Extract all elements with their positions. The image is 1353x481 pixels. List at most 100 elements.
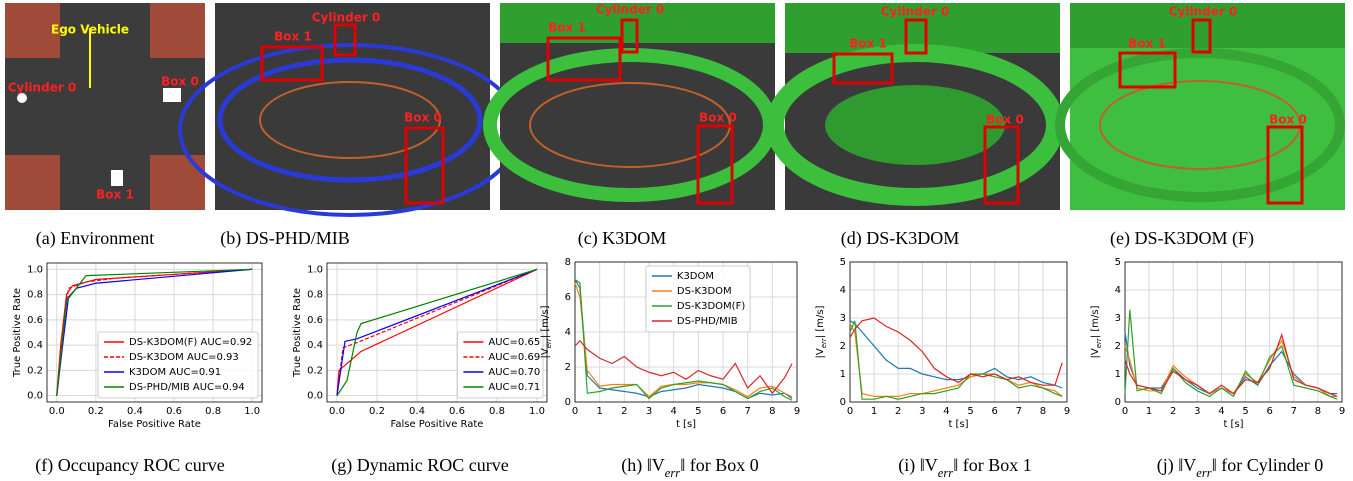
x-tick-label: 3 [646,406,652,417]
x-tick-label: 0 [1122,406,1128,417]
legend-label: DS-PHD/MIB [677,316,738,327]
caption: (f) Occupancy ROC curve [35,455,224,476]
x-tick-label: 2 [621,406,627,417]
caption: ‖ for Cylinder 0 [1212,455,1324,475]
y-tick-label: 4 [565,327,571,338]
x-tick-label: 8 [1315,406,1321,417]
y-tick-label: 2 [565,362,571,373]
legend-label: AUC=0.70 [488,367,540,378]
image-label: Cylinder 0 [1169,5,1238,19]
x-tick-label: 1.0 [529,406,545,417]
x-tick-label: 7 [744,406,750,417]
y-tick-label: 0.2 [27,365,43,376]
caption: (i) ‖V [898,455,938,476]
image-label: Box 0 [986,113,1024,127]
y-axis-label: |V [540,348,551,358]
x-tick-label: 0 [847,406,853,417]
caption: ‖ for Box 1 [953,455,1032,475]
y-axis-label: |V [815,348,826,358]
x-tick-label: 5 [695,406,701,417]
x-tick-label: 6 [1266,406,1272,417]
x-tick-label: 0.2 [369,406,385,417]
y-tick-label: 0.4 [307,340,323,351]
x-tick-label: 0.0 [49,406,65,417]
y-tick-label: 0.4 [27,340,43,351]
plot-frame [850,262,1067,402]
caption: (i) ‖Verr‖ for Box 1 [898,455,1032,480]
y-tick-label: 1 [1115,369,1121,380]
x-tick-label: 2 [1170,406,1176,417]
y-tick-label: 3 [1115,313,1121,324]
y-tick-label: 0.6 [27,315,43,326]
y-axis-label: True Positive Rate [292,288,303,378]
x-tick-label: 0.0 [329,406,345,417]
legend-label: AUC=0.71 [488,382,540,393]
x-tick-label: 0 [572,406,578,417]
k3dom-image: Box 1 Cylinder 0 Box 0 [490,3,775,211]
y-tick-label: 1 [840,369,846,380]
y-axis-label: |Verr| [m/s] [540,305,553,358]
environment-image: Ego Vehicle Box 0 Cylinder 0 Box 1 [5,3,205,210]
y-tick-label: 0 [840,397,846,408]
y-axis-label: |V [1090,348,1101,358]
x-tick-label: 9 [1064,406,1070,417]
legend-label: AUC=0.69 [488,352,540,363]
y-tick-label: 5 [1115,257,1121,268]
y-tick-label: 2 [1115,341,1121,352]
image-label: Box 1 [548,21,586,35]
caption: (g) Dynamic ROC curve [331,455,508,476]
x-tick-label: 7 [1016,406,1022,417]
caption: (b) DS-PHD/MIB [220,228,350,249]
dsk3dom-f-image: Box 1 Cylinder 0 Box 0 [1060,3,1345,210]
legend-label: AUC=0.65 [488,337,540,348]
caption: err [1196,466,1211,480]
x-tick-label: 4 [1218,406,1224,417]
y-axis-label: |Verr| [m/s] [1090,305,1103,358]
x-tick-label: 0.6 [166,406,182,417]
image-label: Box 0 [699,111,737,125]
caption: err [665,466,680,480]
series-line [850,321,1062,399]
x-tick-label: 9 [1339,406,1345,417]
y-axis-label: | [m/s] [815,305,826,338]
caption: (j) ‖Verr‖ for Cylinder 0 [1157,455,1324,480]
image-label: Box 1 [96,188,134,202]
y-axis-label: True Positive Rate [12,288,23,378]
caption: (h) ‖Verr‖ for Box 0 [621,455,759,480]
x-tick-label: 0.8 [489,406,505,417]
y-tick-label: 0.0 [27,391,43,402]
series-line [850,321,1062,388]
caption: (e) DS-K3DOM (F) [1110,228,1254,249]
y-tick-label: 0.6 [307,315,323,326]
x-tick-label: 1.0 [244,406,260,417]
x-axis-label: t [s] [676,419,696,430]
figure: Ego Vehicle Box 0 Cylinder 0 Box 1 Box 1… [0,0,1353,481]
image-label: Box 1 [849,37,887,51]
x-tick-label: 8 [1040,406,1046,417]
x-tick-label: 1 [1146,406,1152,417]
x-tick-label: 8 [769,406,775,417]
y-tick-label: 0.8 [27,290,43,301]
x-tick-label: 1 [596,406,602,417]
y-axis-label: |Verr| [m/s] [815,305,828,358]
x-tick-label: 7 [1291,406,1297,417]
series-line [1125,310,1337,400]
x-tick-label: 0.4 [127,406,143,417]
caption: (j) ‖V [1157,455,1197,476]
image-label: Cylinder 0 [596,3,665,17]
x-tick-label: 3 [1194,406,1200,417]
x-tick-label: 4 [670,406,676,417]
legend-label: DS-K3DOM [677,286,732,297]
x-tick-label: 5 [1242,406,1248,417]
image-label: Box 1 [274,30,312,44]
caption: (h) ‖V [621,455,665,476]
y-axis-label: True Positive Rate [292,288,303,378]
image-label: Cylinder 0 [881,5,950,19]
y-tick-label: 5 [840,257,846,268]
image-label: Box 0 [1269,113,1307,127]
caption: (g) Dynamic ROC curve [331,455,508,476]
dsk3dom-image: Box 1 Cylinder 0 Box 0 [775,3,1060,210]
image-label: Ego Vehicle [51,23,129,37]
x-tick-label: 6 [720,406,726,417]
y-tick-label: 6 [565,292,571,303]
